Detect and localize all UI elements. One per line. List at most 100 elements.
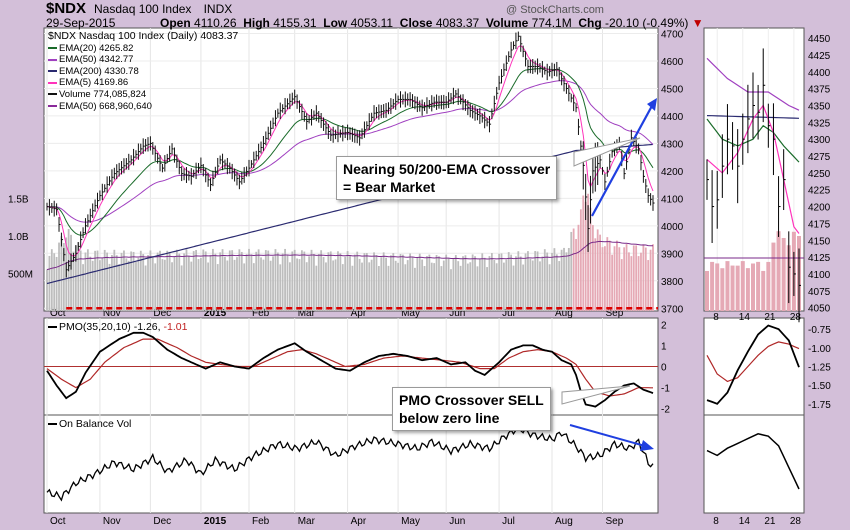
volume-bar [642, 244, 645, 311]
inset-tick-label: 4450 [808, 34, 831, 45]
volume-bar [616, 240, 618, 311]
inset-x-tick-bottom: 28 [790, 516, 802, 527]
volume-bar [279, 264, 282, 311]
trend-arrow-line [591, 103, 654, 217]
inset-x-tick: 8 [713, 312, 719, 323]
volume-bar [231, 250, 234, 311]
x-tick-label-mid: May [401, 308, 420, 319]
volume-bar [317, 253, 320, 311]
obv-panel [43, 414, 659, 514]
volume-bar [620, 259, 623, 311]
volume-bar [606, 237, 609, 311]
volume-bar [507, 252, 510, 311]
volume-bar [99, 260, 101, 311]
x-tick-label: Jun [449, 516, 465, 527]
volume-bar [111, 255, 113, 311]
volume-bar [274, 249, 277, 311]
volume-bar [469, 262, 472, 311]
volume-bar [356, 251, 359, 311]
volume-bar [462, 256, 464, 311]
volume-bar [125, 258, 128, 311]
volume-bar [630, 256, 633, 311]
volume-bar [438, 256, 440, 311]
volume-bar [488, 256, 491, 311]
volume-bar [329, 251, 332, 311]
legend-title: $NDX Nasdaq 100 Index (Daily) 4083.37 [48, 30, 239, 42]
volume-bar [82, 264, 84, 311]
volume-bar [570, 231, 573, 311]
volume-bar [503, 262, 505, 311]
x-tick-label-mid: Jun [449, 308, 465, 319]
volume-bar [284, 248, 286, 311]
inset-tick-label: 4300 [808, 135, 831, 146]
x-tick-label-mid: 2015 [204, 308, 227, 319]
volume-bar [262, 259, 265, 311]
volume-bar [168, 251, 171, 311]
volume-bar [478, 258, 481, 311]
x-tick-label: Sep [606, 516, 624, 527]
volume-bar [209, 254, 212, 311]
volume-bar [558, 261, 561, 311]
volume-bar [426, 256, 428, 311]
volume-bar [411, 256, 414, 311]
volume-bar [647, 260, 650, 311]
pmo-value: -1.26 [133, 321, 158, 333]
volume-bar [70, 234, 72, 311]
legend-label: EMA(20) 4265.82 [59, 42, 134, 54]
volume-bar [248, 248, 250, 311]
x-tick-label-mid: Nov [103, 308, 121, 319]
volume-bar [149, 250, 152, 311]
volume-bar [375, 255, 378, 311]
volume-bar [365, 252, 368, 311]
callout-line: PMO Crossover SELL [399, 392, 544, 408]
x-tick-label: May [401, 516, 420, 527]
x-tick-label: Feb [252, 516, 270, 527]
price-tick-label: 4400 [661, 112, 684, 123]
volume-bar [531, 260, 534, 311]
volume-bar [113, 249, 116, 311]
volume-bar [212, 248, 214, 311]
inset-volume-bar [725, 261, 730, 311]
volume-bar [423, 266, 426, 311]
volume-bar [623, 247, 626, 311]
obv-label: On Balance Vol [48, 418, 131, 430]
x-tick-label: Oct [50, 516, 66, 527]
inset-tick-label: 4075 [808, 287, 831, 298]
volume-bar [238, 249, 241, 311]
volume-bar [313, 254, 315, 311]
volume-bar [293, 249, 296, 311]
volume-bar [464, 255, 467, 311]
inset-obv-panel [703, 414, 805, 514]
volume-bar [108, 263, 111, 311]
volume-ema-line [46, 240, 654, 271]
inset-volume-bar [766, 261, 771, 311]
volume-bar [560, 249, 563, 311]
volume-bar [397, 262, 399, 311]
volume-bar [130, 251, 133, 311]
inset-x-tick-bottom: 14 [739, 516, 751, 527]
volume-value: 774.1M [531, 16, 572, 30]
pmo-signal-value: -1.01 [163, 321, 188, 333]
legend-item-ema200: EMA(200) 4330.78 [48, 66, 238, 78]
volume-bar [637, 256, 640, 311]
volume-bar [635, 245, 638, 311]
volume-bar [185, 249, 188, 311]
volume-bar [127, 260, 130, 311]
ema20-swatch [48, 47, 57, 50]
pmo-tick-label: -1 [661, 384, 670, 395]
volume-bar [341, 264, 344, 311]
x-tick-label-mid: Apr [351, 308, 367, 319]
volume-bar [118, 264, 121, 311]
volume-bar [224, 256, 226, 311]
volume-bar [522, 264, 525, 311]
volume-bar [202, 249, 205, 311]
callout-pointer [573, 137, 641, 167]
volume-bar [575, 238, 577, 311]
volume-bar [207, 262, 210, 311]
volume-bar [515, 256, 517, 311]
volume-bar [457, 261, 460, 311]
volume-bar [154, 263, 157, 311]
volume-bar [288, 262, 291, 311]
inset-tick-label: 4200 [808, 203, 831, 214]
volume-bar [596, 229, 599, 311]
